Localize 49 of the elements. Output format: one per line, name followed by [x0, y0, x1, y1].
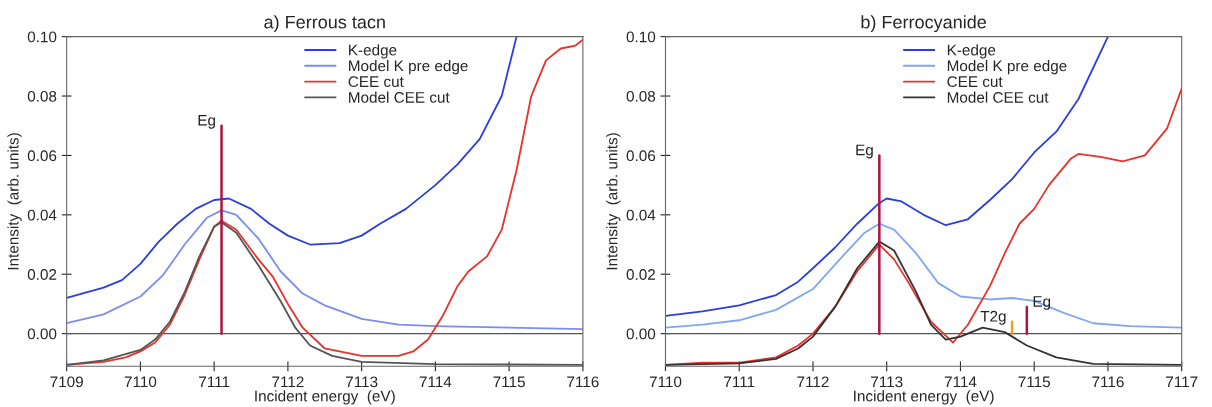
chart-title: a) Ferrous tacn — [264, 15, 385, 33]
y-tick-label: 0.00 — [626, 328, 656, 340]
legend-label: K-edge — [349, 44, 397, 59]
x-tick-label: 7113 — [871, 376, 903, 388]
x-tick-label: 7117 — [1166, 376, 1198, 388]
x-axis-title: Incident energy (eV) — [854, 390, 994, 405]
x-tick-label: 7114 — [944, 376, 977, 388]
legend-label: Model CEE cut — [349, 91, 450, 103]
x-tick-label: 7112 — [797, 376, 829, 388]
chart-title: b) Ferrocyanide — [861, 15, 987, 33]
y-tick-label: 0.00 — [27, 328, 57, 340]
x-axis-title: Incident energy (eV) — [255, 390, 395, 405]
x-tick-label: 7110 — [649, 376, 682, 388]
y-tick-label: 0.06 — [626, 150, 656, 162]
x-tick-label: 7112 — [272, 376, 304, 388]
y-tick-label: 0.02 — [626, 269, 655, 280]
x-tick-label: 7111 — [199, 376, 230, 388]
y-tick-label: 0.06 — [27, 150, 57, 162]
x-tick-label: 7114 — [419, 376, 452, 388]
x-tick-label: 7116 — [567, 376, 599, 388]
y-axis-title: Intensity (arb. units) — [7, 133, 22, 270]
x-tick-label: 7116 — [1092, 376, 1124, 388]
annotation: Eg — [856, 144, 873, 159]
line-series — [66, 38, 583, 366]
x-tick-label: 7110 — [124, 376, 157, 388]
line-series — [665, 222, 1182, 329]
y-tick-label: 0.04 — [27, 209, 57, 221]
legend-label: Model K pre edge — [349, 60, 468, 75]
y-axis-title: Intensity (arb. units) — [606, 133, 621, 270]
legend-label: Model K pre edge — [947, 60, 1067, 75]
legend-label: CEE cut — [348, 76, 404, 88]
x-tick-label: 7115 — [493, 376, 525, 388]
y-tick-label: 0.08 — [27, 90, 57, 102]
x-tick-label: 7111 — [724, 376, 755, 388]
line-series — [66, 36, 518, 299]
legend-label: CEE cut — [947, 76, 1003, 88]
legend-label: K-edge — [947, 44, 996, 59]
y-tick-label: 0.08 — [626, 90, 656, 102]
line-series — [66, 209, 583, 331]
annotation: Eg — [198, 115, 215, 129]
y-tick-label: 0.02 — [27, 269, 57, 280]
legend-label: Model CEE cut — [947, 91, 1049, 103]
x-tick-label: 7115 — [1018, 376, 1050, 388]
x-tick-label: 7113 — [346, 376, 378, 388]
y-tick-label: 0.04 — [626, 209, 656, 221]
x-tick-label: 7109 — [50, 376, 83, 388]
annotation: T2g — [980, 310, 1006, 325]
y-tick-label: 0.10 — [27, 31, 57, 43]
y-tick-label: 0.10 — [626, 31, 656, 43]
